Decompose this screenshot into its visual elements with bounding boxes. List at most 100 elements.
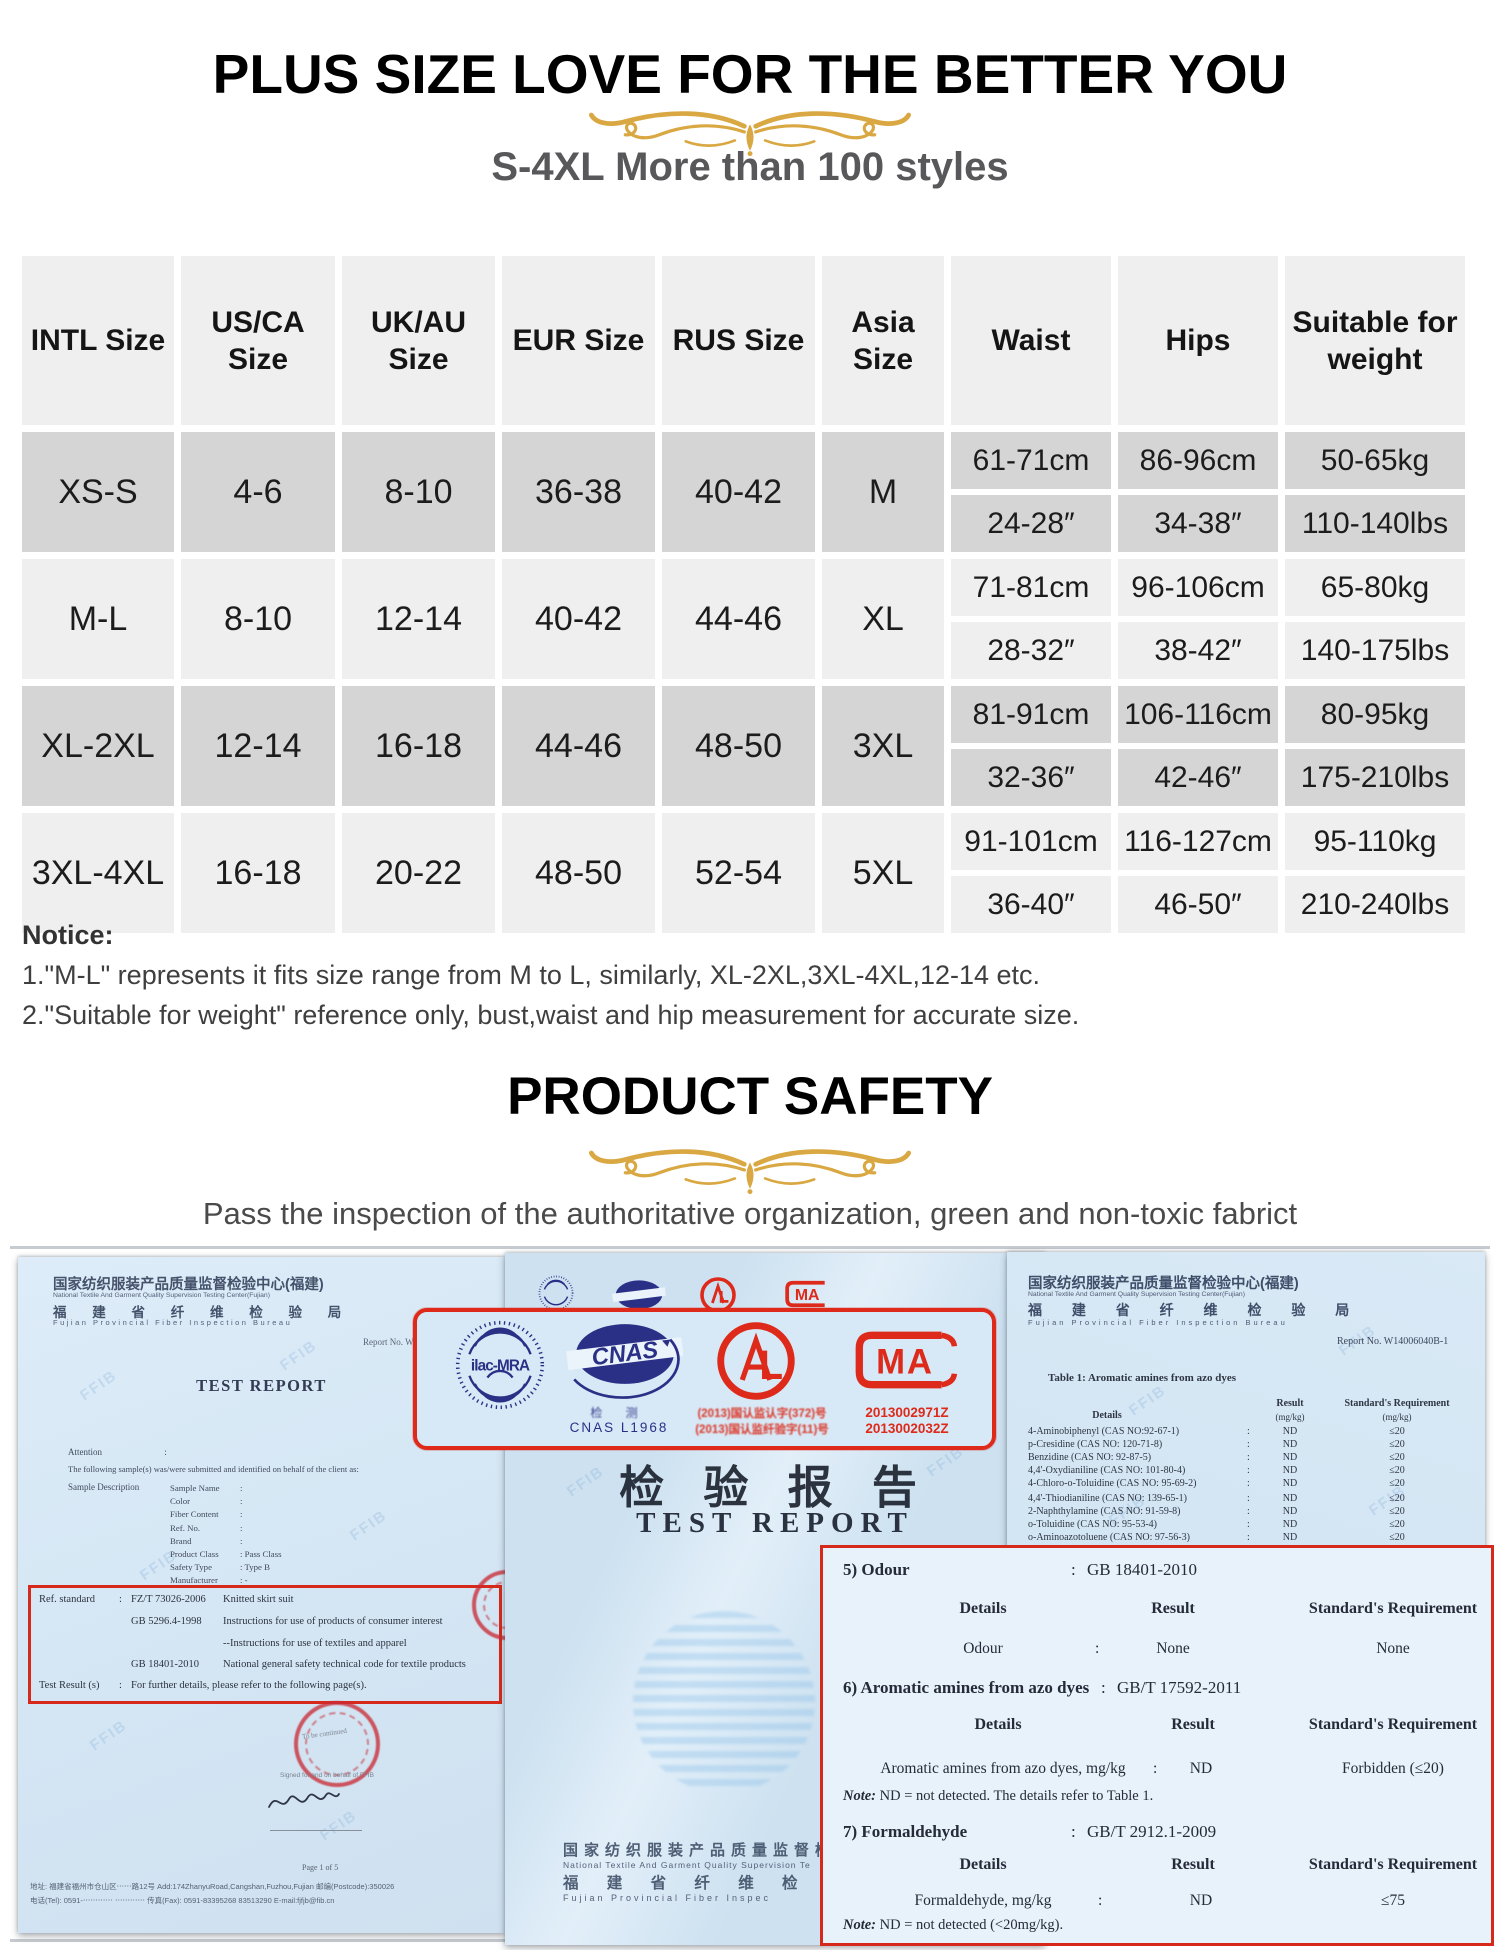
cell: 44-46: [502, 686, 655, 806]
cell: 44-46: [662, 559, 815, 679]
section7-standard: GB/T 2912.1-2009: [1087, 1822, 1217, 1841]
cal-cert-line1: (2013)国认监认字(372)号: [697, 1408, 827, 1420]
chem-name: o-Toluidine (CAS NO: 95-53-4): [1028, 1519, 1158, 1530]
cell: 16-18: [342, 686, 495, 806]
safety-title: PRODUCT SAFETY: [507, 1067, 993, 1126]
chem-name: 4,4'-Thiodianiline (CAS NO: 139-65-1): [1028, 1493, 1188, 1504]
cell: 36-38: [502, 432, 655, 552]
section5-label: 5) Odour: [843, 1560, 910, 1579]
cell: 3XL: [822, 686, 944, 806]
chem-name: Benzidine (CAS NO: 92-87-5): [1028, 1452, 1152, 1463]
cell: 8-10: [342, 432, 495, 552]
waist-cell: 81-91cm 32-36″: [951, 686, 1111, 806]
weight-cell: 80-95kg 175-210lbs: [1285, 686, 1465, 806]
ref-standard-highlight-box: Ref. standard : FZ/T 73026-2006 Knitted …: [28, 1585, 502, 1704]
signed-for-label: Signed for and on behalf of FFIB: [280, 1772, 374, 1779]
chem-name: 4,4'-Oxydianiline (CAS NO: 101-80-4): [1028, 1465, 1186, 1476]
field-row: Fiber Content:: [170, 1509, 243, 1520]
svg-text:MA: MA: [795, 1287, 820, 1304]
org-name-cn: 国家纺织服装产品质量监督检验中心(福建): [53, 1277, 324, 1293]
ilac-mra-logo-icon: ilac-MRA: [455, 1320, 545, 1410]
section5-standard: GB 18401-2010: [1087, 1560, 1198, 1579]
chem-name: p-Cresidine (CAS NO: 120-71-8): [1028, 1439, 1163, 1450]
bureau-name-cn: 福 建 省 纤 维 检 验 局: [1028, 1302, 1363, 1318]
waist-cell: 71-81cm 28-32″: [951, 559, 1111, 679]
cell: M-L: [22, 559, 174, 679]
gold-flourish-icon: [588, 1149, 912, 1195]
column-header-ukau: UK/AU Size: [342, 256, 495, 425]
cma-logo-small-icon: MA: [785, 1280, 825, 1308]
cell: 12-14: [181, 686, 335, 806]
doc-title: TEST REPORT: [196, 1376, 327, 1395]
gold-flourish-icon: [588, 111, 912, 157]
cma-cert-number2: 2013002032Z: [865, 1421, 949, 1436]
cal-cert-line2: (2013)国认监纤验字(11)号: [695, 1424, 829, 1436]
org-name-en: National Textile And Garment Quality Sup…: [53, 1292, 270, 1299]
cell: 40-42: [662, 432, 815, 552]
weight-cell: 65-80kg 140-175lbs: [1285, 559, 1465, 679]
cell: 3XL-4XL: [22, 813, 174, 933]
footer-bureau-cn: 福 建 省 纤 维 检: [563, 1875, 810, 1892]
photo-top-edge: [10, 1246, 1490, 1249]
size-chart-table: INTL Size US/CA Size UK/AU Size EUR Size…: [22, 256, 1467, 933]
footer-address: 地址: 福建省福州市仓山区⋯⋯路12号 Add:174ZhanyuRoad,Ca…: [30, 1882, 395, 1891]
page-title: PLUS SIZE LOVE FOR THE BETTER YOU: [212, 43, 1288, 105]
section6-standard: GB/T 17592-2011: [1117, 1678, 1242, 1697]
notice-item: 1."M-L" represents it fits size range fr…: [22, 960, 1041, 990]
report-number: Report No. W14006040B-1: [1337, 1336, 1449, 1347]
bureau-name-en: Fujian Provincial Fiber Inspection Burea…: [53, 1318, 293, 1327]
cell: XS-S: [22, 432, 174, 552]
cal-logo-icon: [717, 1322, 795, 1400]
report-number: Report No. W: [363, 1337, 414, 1347]
cma-logo-icon: MA: [855, 1331, 958, 1389]
cma-cert-number1: 2013002971Z: [865, 1405, 949, 1420]
globe-watermark-icon: [633, 1611, 815, 1793]
waist-cell: 91-101cm 36-40″: [951, 813, 1111, 933]
cell: XL-2XL: [22, 686, 174, 806]
sample-fields: Sample Name: Color: Fiber Content: Ref. …: [170, 1482, 282, 1588]
cell: 4-6: [181, 432, 335, 552]
signature-icon: [268, 1792, 340, 1808]
cell: 40-42: [502, 559, 655, 679]
column-header-rus: RUS Size: [662, 256, 815, 425]
column-header-waist: Waist: [951, 256, 1111, 425]
cell: 20-22: [342, 813, 495, 933]
column-header-weight: Suitable for weight: [1285, 256, 1465, 425]
section7-note: Note: ND = not detected (<20mg/kg).: [843, 1917, 1064, 1933]
section7-label: 7) Formaldehyde: [843, 1822, 968, 1841]
attention-label: Attention :: [68, 1447, 167, 1457]
intro-line: The following sample(s) was/were submitt…: [68, 1464, 359, 1474]
org-name-en: National Textile And Garment Quality Sup…: [1028, 1291, 1245, 1298]
subtitle: S-4XL More than 100 styles: [491, 145, 1009, 189]
field-row: Ref. No.:: [170, 1522, 243, 1533]
field-row: Brand:: [170, 1535, 243, 1546]
cnas-logo-icon: CNAS: [566, 1324, 683, 1399]
hips-cell: 96-106cm 38-42″: [1118, 559, 1278, 679]
cell: 12-14: [342, 559, 495, 679]
field-row: Product Class: Pass Class: [170, 1549, 282, 1560]
cell: 48-50: [662, 686, 815, 806]
sample-description-label: Sample Description: [68, 1482, 140, 1492]
field-row: Manufacturer: -: [170, 1575, 248, 1586]
weight-cell: 50-65kg 110-140lbs: [1285, 432, 1465, 552]
column-header-asia: Asia Size: [822, 256, 944, 425]
footer-org-en: National Textile And Garment Quality Sup…: [563, 1860, 811, 1870]
column-header-hips: Hips: [1118, 256, 1278, 425]
cell: 5XL: [822, 813, 944, 933]
org-name-cn: 国家纺织服装产品质量监督检验中心(福建): [1028, 1276, 1299, 1292]
notice-item: 2."Suitable for weight" reference only, …: [22, 1000, 1080, 1030]
chem-name: 4-Aminobiphenyl (CAS NO:92-67-1): [1028, 1426, 1180, 1437]
waist-cell: 61-71cm 24-28″: [951, 432, 1111, 552]
notice-heading: Notice:: [22, 920, 114, 950]
cell: M: [822, 432, 944, 552]
cell: 16-18: [181, 813, 335, 933]
cell: XL: [822, 559, 944, 679]
footer-bureau-en: Fujian Provincial Fiber Inspec: [563, 1893, 772, 1903]
bureau-name-en: Fujian Provincial Fiber Inspection Burea…: [1028, 1318, 1288, 1327]
footer-contacts: 电话(Tel): 0591-⋯⋯⋯⋯ ⋯⋯⋯⋯ 传真(Fax): 0591-83…: [30, 1896, 335, 1905]
report-title-cn: 检 验 报 告: [619, 1463, 931, 1513]
chem-name: o-Aminoazotoluene (CAS NO: 97-56-3): [1028, 1532, 1190, 1543]
section6-note: Note: ND = not detected. The details ref…: [843, 1788, 1154, 1804]
cnas-logo-small-icon: [612, 1280, 666, 1310]
column-header-eur: EUR Size: [502, 256, 655, 425]
